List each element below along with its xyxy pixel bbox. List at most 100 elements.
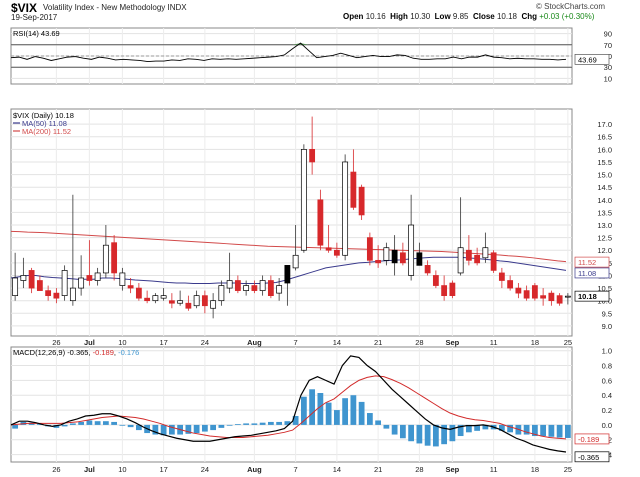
rsi-y-tick-label: 90	[604, 30, 612, 39]
macd-histogram-bar	[383, 424, 390, 429]
candle-body	[226, 280, 233, 289]
candle-body	[185, 302, 192, 309]
macd-x-tick-label: Aug	[247, 465, 262, 474]
price-x-tick-label: 18	[531, 338, 539, 347]
price-x-tick-label: 11	[490, 338, 498, 347]
candle-body	[408, 224, 415, 276]
macd-histogram-bar	[94, 421, 101, 425]
candle-body	[333, 249, 340, 256]
macd-histogram-bar	[556, 424, 563, 438]
price-y-tick-label: 13.0	[597, 221, 612, 230]
macd-histogram-bar	[210, 424, 217, 431]
macd-x-tick-label: 17	[159, 465, 167, 474]
price-x-tick-label: 25	[564, 338, 572, 347]
candle-body	[325, 247, 332, 251]
macd-x-tick-label: 28	[415, 465, 423, 474]
price-x-tick-label: 26	[52, 338, 60, 347]
macd-histogram-bar	[276, 421, 283, 425]
macd-signal-last-value: -0.189	[578, 435, 599, 444]
candle-body	[548, 292, 555, 302]
candle-body	[366, 237, 373, 261]
price-x-tick-label: Aug	[247, 338, 262, 347]
rsi-line	[10, 42, 567, 63]
candle-body	[78, 277, 85, 289]
candle-body	[284, 265, 291, 284]
candle-body	[234, 280, 241, 291]
macd-y-tick-label: 0.4	[602, 391, 612, 400]
macd-histogram-bar	[317, 393, 324, 425]
macd-histogram-bar	[201, 424, 208, 432]
candle-body	[490, 252, 497, 271]
macd-y-tick-label: 1.0	[602, 347, 612, 356]
candle-body	[20, 275, 27, 281]
macd-y-tick-label: 0.2	[602, 406, 612, 415]
candle-body	[28, 270, 35, 289]
candle-body	[564, 295, 571, 298]
ma200-legend: MA(200) 11.52	[22, 127, 71, 136]
ma50-legend: MA(50) 11.08	[22, 119, 67, 128]
macd-histogram-bar	[102, 421, 109, 425]
macd-histogram-bar	[284, 421, 291, 425]
macd-histogram-bar	[399, 424, 406, 439]
candle-body	[94, 272, 101, 281]
macd-histogram-bar	[78, 421, 85, 425]
macd-histogram-bar	[267, 421, 274, 425]
ticker-symbol: $VIX	[11, 1, 38, 15]
candle-body	[69, 287, 76, 302]
candle-body	[515, 287, 522, 294]
macd-x-tick-label: Sep	[445, 465, 459, 474]
macd-y-tick-label: 0.8	[602, 362, 612, 371]
close-last-value: 10.18	[578, 292, 597, 301]
price-x-tick-label: Jul	[84, 338, 95, 347]
macd-histogram-bar	[309, 389, 316, 425]
macd-histogram-bar	[474, 424, 481, 431]
macd-histogram-bar	[53, 424, 60, 428]
candle-body	[111, 242, 118, 274]
macd-histogram-bar	[127, 424, 134, 428]
candle-body	[474, 254, 481, 264]
macd-histogram-bar	[135, 424, 142, 431]
macd-histogram-bar	[457, 424, 464, 437]
chart-header: $VIX Volatility Index - New Methodology …	[0, 0, 640, 24]
candle-body	[276, 285, 283, 294]
candle-body	[350, 171, 357, 208]
candle-body	[556, 295, 563, 304]
candle-body	[292, 254, 299, 269]
ticker-name: Volatility Index - New Methodology INDX	[43, 3, 187, 12]
rsi-y-tick-label: 10	[604, 74, 612, 83]
candle-body	[391, 249, 398, 264]
rsi-last-value-box	[574, 54, 610, 65]
macd-histogram-bar	[507, 424, 514, 433]
macd-histogram-bar	[358, 401, 365, 425]
macd-x-tick-label: 7	[294, 465, 298, 474]
price-x-tick-label: 28	[415, 338, 423, 347]
candle-body	[482, 247, 489, 259]
candle-body	[160, 295, 167, 299]
candle-body	[309, 149, 316, 163]
price-y-tick-label: 15.5	[597, 158, 612, 167]
macd-x-tick-label: 26	[52, 465, 60, 474]
macd-histogram-bar	[86, 420, 93, 425]
candle-body	[152, 295, 159, 302]
macd-x-tick-label: 25	[564, 465, 572, 474]
macd-histogram-bar	[441, 424, 448, 445]
price-y-tick-label: 14.0	[597, 196, 612, 205]
candle-body	[424, 265, 431, 274]
candle-body	[383, 247, 390, 261]
macd-histogram-bar	[160, 424, 167, 436]
macd-histogram-bar	[416, 424, 423, 444]
macd-x-tick-label: 14	[333, 465, 341, 474]
macd-histogram-bar	[111, 421, 118, 425]
candle-body	[53, 292, 60, 299]
candle-body	[61, 270, 68, 296]
macd-histogram-bar	[193, 424, 200, 434]
macd-histogram-bar	[540, 424, 547, 437]
macd-histogram-bar	[292, 416, 299, 425]
price-x-tick-label: Sep	[445, 338, 459, 347]
candle-body	[375, 259, 382, 264]
macd-panel-frame	[10, 346, 573, 463]
macd-x-tick-label: 11	[490, 465, 498, 474]
price-x-tick-label: 21	[374, 338, 382, 347]
macd-histogram-bar	[259, 422, 266, 425]
macd-last-value-box	[574, 451, 610, 463]
